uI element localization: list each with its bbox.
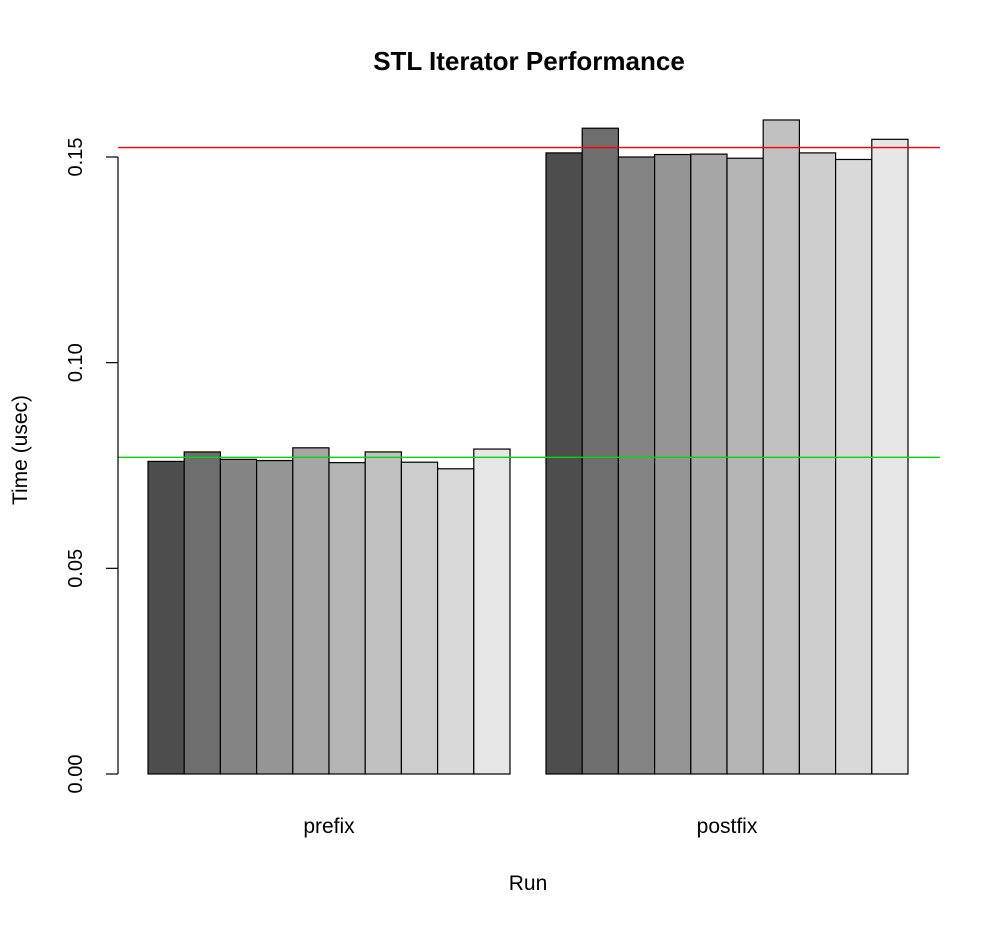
- bar-group-prefix: [147, 447, 511, 775]
- bar-postfix-5: [690, 153, 728, 775]
- bar-postfix-8: [798, 152, 837, 775]
- y-tick-label: 0.15: [65, 138, 87, 177]
- bar-postfix-6: [726, 157, 764, 775]
- y-tick-label: 0.10: [65, 343, 87, 382]
- bar-postfix-7: [762, 119, 801, 775]
- plot-area: 0.00 0.05 0.10 0.15 prefix postfix: [65, 119, 940, 838]
- x-axis-label: Run: [509, 872, 548, 895]
- reference-lines: [118, 146, 940, 458]
- x-tick-label-prefix: prefix: [303, 815, 355, 838]
- bar-prefix-4: [256, 459, 294, 775]
- y-tick-label: 0.00: [65, 755, 87, 794]
- bar-prefix-8: [400, 461, 439, 775]
- bar-prefix-10: [473, 448, 511, 775]
- bar-postfix-2: [581, 127, 620, 775]
- bar-prefix-1: [147, 460, 185, 775]
- x-tick-label-postfix: postfix: [697, 815, 758, 838]
- bar-group: [147, 119, 909, 775]
- bar-postfix-9: [834, 158, 873, 775]
- x-category-labels: prefix postfix: [303, 815, 758, 838]
- y-axis: 0.00 0.05 0.10 0.15: [65, 138, 119, 794]
- y-axis-label: Time (usec): [9, 395, 32, 505]
- bar-group-postfix: [545, 119, 909, 775]
- bar-postfix-1: [545, 152, 583, 775]
- bar-postfix-3: [617, 156, 656, 775]
- bar-prefix-9: [437, 468, 475, 775]
- bar-prefix-6: [328, 462, 366, 775]
- bar-prefix-2: [183, 451, 221, 775]
- bar-prefix-7: [364, 451, 403, 775]
- chart-title: STL Iterator Performance: [373, 46, 685, 76]
- bar-prefix-5: [292, 447, 330, 775]
- bar-postfix-4: [653, 153, 692, 775]
- bar-prefix-3: [219, 458, 258, 775]
- y-tick-label: 0.05: [65, 549, 87, 588]
